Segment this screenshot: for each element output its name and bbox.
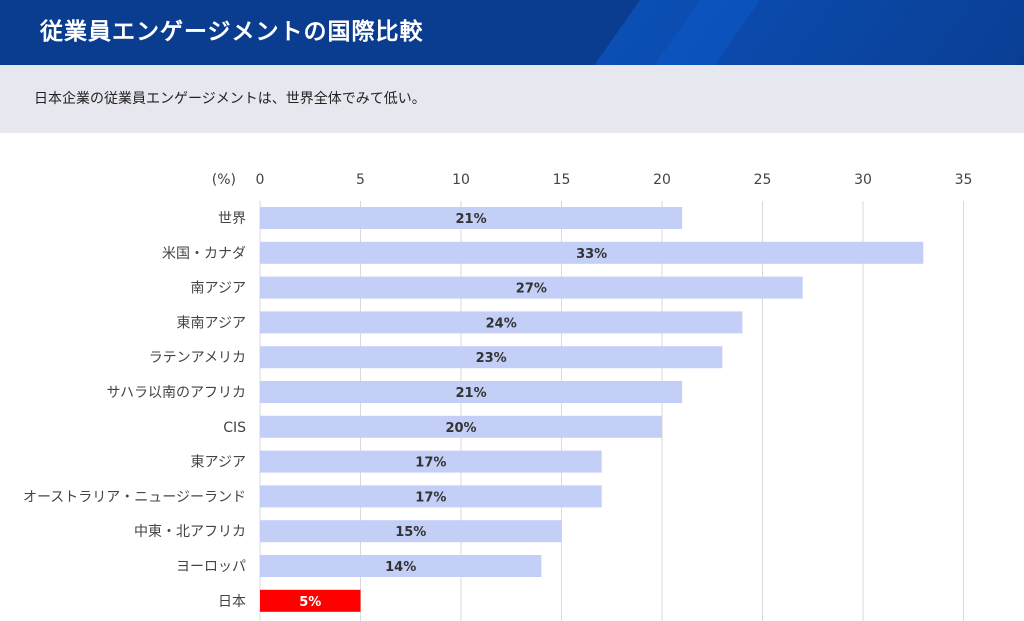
bar-value-label: 33%	[576, 247, 607, 262]
category-label: 南アジア	[191, 281, 246, 297]
category-label: オーストラリア・ニュージーランド	[23, 489, 246, 505]
category-label: サハラ以南のアフリカ	[107, 385, 246, 401]
category-label: 中東・北アフリカ	[134, 524, 246, 540]
bar-value-label: 17%	[415, 456, 446, 471]
bar-value-label: 21%	[455, 212, 486, 227]
bar	[260, 381, 683, 403]
x-tick-label: 0	[256, 172, 265, 188]
bar-value-label: 27%	[516, 282, 547, 297]
x-tick-label: 10	[452, 172, 470, 188]
category-label: 世界	[218, 211, 246, 227]
bar	[260, 346, 723, 369]
bar	[260, 589, 361, 612]
subtitle-bar: 日本企業の従業員エンゲージメントは、世界全体でみて低い。	[0, 65, 1024, 133]
bar-value-label: 14%	[385, 560, 416, 575]
x-tick-label: 5	[356, 172, 365, 188]
axis-unit-label: (%)	[212, 172, 236, 188]
x-tick-label: 30	[854, 172, 872, 188]
bar-value-label: 5%	[299, 595, 321, 610]
bar-value-label: 20%	[445, 421, 476, 436]
bar	[260, 276, 803, 299]
bar	[260, 450, 602, 473]
category-label: ラテンアメリカ	[149, 350, 246, 366]
page-title: 従業員エンゲージメントの国際比較	[40, 19, 424, 45]
bar	[260, 520, 562, 543]
bar-value-label: 24%	[486, 316, 517, 331]
x-tick-label: 25	[754, 172, 772, 188]
bar	[260, 555, 542, 577]
bar-value-label: 23%	[476, 351, 507, 366]
category-label: CIS	[223, 420, 246, 436]
category-label: 東南アジア	[177, 315, 246, 331]
category-label: 日本	[218, 594, 246, 610]
bar-value-label: 17%	[415, 490, 446, 505]
x-tick-label: 15	[553, 172, 571, 188]
bar	[260, 241, 924, 264]
bar	[260, 485, 602, 508]
x-tick-label: 35	[955, 172, 973, 188]
page-header: 従業員エンゲージメントの国際比較	[0, 0, 1024, 65]
category-label: 米国・カナダ	[162, 246, 246, 262]
bar-chart: 0 5 10 15 20 25 30 35 (%) 世界 21% 米国・カナダ 33% 南アジア 27% 東南…	[23, 172, 973, 621]
category-label: 東アジア	[191, 455, 246, 471]
bar	[260, 415, 662, 438]
category-label: ヨーロッパ	[176, 559, 246, 575]
bar	[260, 311, 743, 334]
bar-value-label: 15%	[395, 525, 426, 540]
x-tick-label: 20	[653, 172, 671, 188]
bar-value-label: 21%	[455, 386, 486, 401]
header-accent-stripe	[594, 0, 1024, 65]
bar	[260, 207, 683, 229]
page-subtitle: 日本企業の従業員エンゲージメントは、世界全体でみて低い。	[34, 91, 426, 107]
